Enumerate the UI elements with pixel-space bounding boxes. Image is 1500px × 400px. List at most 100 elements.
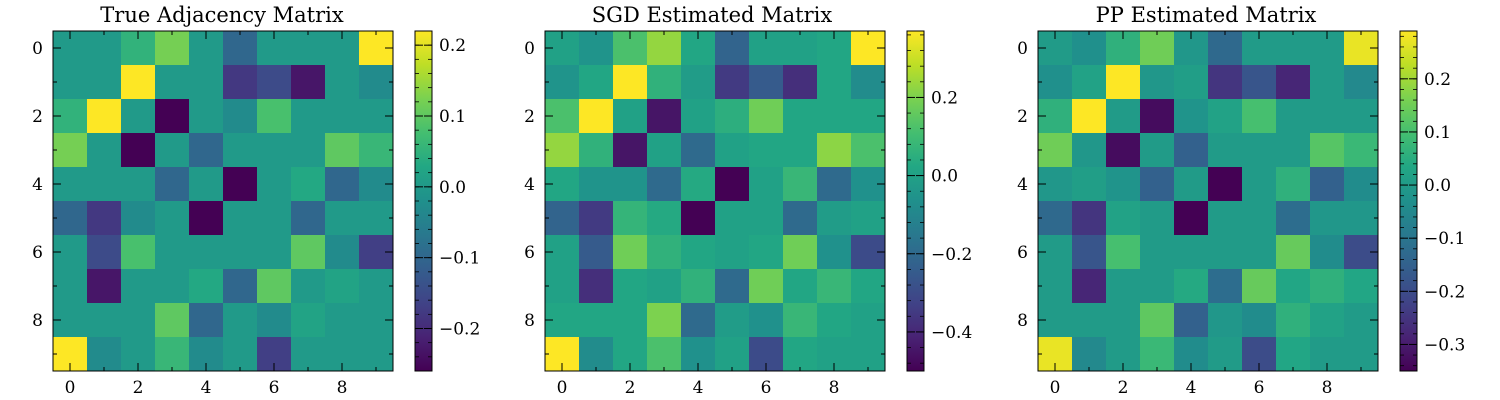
heatmap-cell — [223, 99, 258, 134]
heatmap-cell — [1140, 99, 1175, 134]
x-tick-label: 8 — [337, 378, 348, 398]
heatmap-cell — [1276, 303, 1311, 338]
heatmap-cell — [1242, 235, 1277, 270]
y-tick-label: 8 — [1017, 311, 1028, 331]
heatmap-cell — [1276, 99, 1311, 134]
heatmap-cell — [783, 133, 818, 168]
heatmap-cell — [1106, 99, 1141, 134]
heatmap-cell — [1208, 269, 1243, 304]
colorbar-tick-label: −0.2 — [1424, 282, 1465, 302]
heatmap-cell — [1276, 269, 1311, 304]
y-tick-label: 0 — [1017, 39, 1028, 59]
heatmap-cell — [851, 133, 886, 168]
heatmap-cell — [1242, 167, 1277, 202]
x-tick-label: 4 — [201, 378, 212, 398]
heatmap-cell — [1106, 65, 1141, 100]
heatmap-cell — [1140, 235, 1175, 270]
colorbar: 0.2 0.1 0.0 −0.1 −0.2 −0.3 — [1399, 30, 1465, 372]
colorbar: 0.2 0.1 0.0 −0.1 −0.2 — [414, 30, 480, 372]
x-tick-label: 0 — [1050, 378, 1061, 398]
heatmap-cell — [817, 65, 852, 100]
colorbar-tick-label: −0.4 — [931, 323, 972, 343]
heatmap-cell — [359, 201, 394, 236]
heatmap-cell — [1242, 133, 1277, 168]
heatmap-cell — [715, 303, 750, 338]
heatmap-cell — [223, 167, 258, 202]
heatmap-cell — [1072, 201, 1107, 236]
heatmap-cell — [325, 303, 360, 338]
heatmap-cell — [223, 65, 258, 100]
heatmap-cell — [1106, 167, 1141, 202]
panel-title: SGD Estimated Matrix — [592, 3, 833, 27]
heatmap-cell — [189, 167, 224, 202]
heatmap-cell — [87, 235, 122, 270]
heatmap-cell — [53, 201, 88, 236]
colorbar-gradient — [906, 30, 925, 372]
axes: 0 2 4 6 8 0 2 4 6 8 — [1017, 30, 1379, 398]
x-tick-label: 6 — [269, 378, 280, 398]
heatmap-cell — [715, 99, 750, 134]
heatmap-cell — [1208, 133, 1243, 168]
heatmap-cell — [291, 167, 326, 202]
heatmap-cell — [1174, 65, 1209, 100]
heatmap-cell — [579, 167, 614, 202]
y-tick-label: 0 — [32, 39, 43, 59]
colorbar-tick-label: 0.2 — [1424, 70, 1451, 90]
heatmap-cell — [1174, 99, 1209, 134]
heatmap-cell — [1310, 303, 1345, 338]
x-tick-label: 4 — [693, 378, 704, 398]
heatmap-cell — [817, 133, 852, 168]
heatmap-cell — [1072, 269, 1107, 304]
heatmap-cell — [189, 303, 224, 338]
heatmap-cell — [579, 303, 614, 338]
heatmap-cell — [1344, 133, 1379, 168]
heatmap-cell — [291, 337, 326, 372]
heatmap-cell — [579, 65, 614, 100]
heatmap-cell — [817, 269, 852, 304]
x-tick-label: 0 — [65, 378, 76, 398]
colorbar-tick-label: 0.0 — [931, 167, 958, 187]
heatmap-cell — [1140, 303, 1175, 338]
heatmap-cell — [1242, 65, 1277, 100]
colorbar-tick-label: 0.0 — [1424, 176, 1451, 196]
heatmap-cell — [325, 65, 360, 100]
heatmap-cell — [121, 167, 156, 202]
heatmap-cell — [715, 133, 750, 168]
heatmap-cell — [1208, 303, 1243, 338]
heatmap-cell — [257, 133, 292, 168]
heatmap-cell — [1106, 201, 1141, 236]
heatmap-cell — [579, 235, 614, 270]
heatmap-cell — [613, 167, 648, 202]
heatmap-cell — [121, 269, 156, 304]
heatmap-cell — [1106, 303, 1141, 338]
heatmap-cell — [155, 133, 190, 168]
heatmap-cell — [1140, 269, 1175, 304]
plot-frame — [544, 30, 886, 372]
heatmap-cell — [817, 99, 852, 134]
heatmap-cell — [715, 235, 750, 270]
heatmap-cell — [223, 31, 258, 66]
heatmap-cell — [1072, 167, 1107, 202]
heatmap-cell — [1310, 133, 1345, 168]
heatmap-cell — [1174, 235, 1209, 270]
heatmap-cell — [257, 235, 292, 270]
heatmap-cell — [121, 235, 156, 270]
heatmap-cell — [1072, 303, 1107, 338]
heatmap-cell — [1038, 201, 1073, 236]
heatmap-cell — [647, 303, 682, 338]
heatmap-cell — [87, 337, 122, 372]
heatmap-cell — [291, 65, 326, 100]
heatmap-cell — [291, 99, 326, 134]
heatmap-cell — [681, 133, 716, 168]
heatmap-cell — [749, 99, 784, 134]
heatmap-cell — [155, 269, 190, 304]
heatmap-cell — [715, 201, 750, 236]
heatmap-cell — [1208, 235, 1243, 270]
heatmap-cell — [325, 269, 360, 304]
heatmap-cell — [155, 201, 190, 236]
heatmap-cell — [223, 201, 258, 236]
heatmap-cell — [647, 65, 682, 100]
heatmap-cell — [189, 235, 224, 270]
heatmap-cell — [579, 133, 614, 168]
heatmap-cell — [1072, 235, 1107, 270]
